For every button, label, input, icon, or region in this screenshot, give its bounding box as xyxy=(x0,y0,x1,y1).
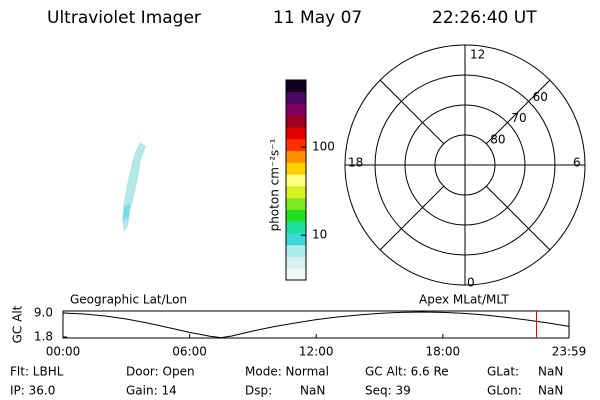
colorbar-band xyxy=(286,244,306,257)
info-field: GC Alt: 6.6 Re xyxy=(365,365,449,379)
info-field: Gain: 14 xyxy=(126,384,177,398)
info-field: GLon: xyxy=(487,384,522,398)
polar-spoke xyxy=(379,185,445,251)
colorbar-band xyxy=(286,162,306,175)
info-field: IP: 36.0 xyxy=(10,384,55,398)
x-tick-label: 18:00 xyxy=(426,345,461,359)
date: 11 May 07 xyxy=(273,8,362,28)
y-axis-label: GC Alt xyxy=(11,305,25,343)
y-tick-label: 1.8 xyxy=(34,330,53,344)
time: 22:26:40 UT xyxy=(432,8,537,28)
polar-ring-label: 80 xyxy=(490,132,505,146)
polar-spoke xyxy=(379,79,445,145)
info-field: Door: Open xyxy=(126,365,195,379)
colorbar-band xyxy=(286,185,306,199)
polar-spoke xyxy=(485,185,551,251)
altitude-line xyxy=(62,311,570,339)
info-field: Seq: 39 xyxy=(365,384,411,398)
info-field: Mode: Normal xyxy=(245,365,329,379)
mlt-label: 18 xyxy=(348,156,363,170)
polar-spoke xyxy=(485,79,551,145)
colorbar-frame xyxy=(285,79,307,281)
colorbar-band xyxy=(286,150,306,163)
colorbar-band xyxy=(286,221,306,234)
colorbar-band xyxy=(286,174,306,187)
colorbar-band xyxy=(286,138,306,152)
y-tick-label: 9.0 xyxy=(34,306,53,320)
info-field: NaN xyxy=(538,365,563,379)
colorbar-band xyxy=(286,80,306,93)
colorbar-band xyxy=(286,256,306,269)
mlt-label: 0 xyxy=(467,276,475,290)
plot-left-label: Geographic Lat/Lon xyxy=(70,293,187,307)
colorbar-band xyxy=(286,115,306,128)
aurora-core xyxy=(123,204,130,220)
x-tick-label: 12:00 xyxy=(299,345,334,359)
colorbar-band xyxy=(286,209,306,222)
colorbar-band xyxy=(286,197,306,210)
colorbar-tick-label: 10 xyxy=(312,228,327,242)
aurora-image xyxy=(122,142,146,232)
polar-ring-label: 70 xyxy=(511,111,526,125)
info-field: NaN xyxy=(300,384,325,398)
title: Ultraviolet Imager xyxy=(47,8,201,28)
info-field: GLat: xyxy=(487,365,519,379)
colorbar-band xyxy=(286,127,306,140)
mlt-label: 12 xyxy=(470,48,485,62)
info-field: Dsp: xyxy=(245,384,272,398)
plot-right-label: Apex MLat/MLT xyxy=(419,293,509,307)
x-tick-label: 23:59 xyxy=(552,345,587,359)
info-field: NaN xyxy=(538,384,563,398)
colorbar-tick-label: 100 xyxy=(312,140,335,154)
colorbar-band xyxy=(286,103,306,116)
colorbar-band xyxy=(286,268,306,281)
info-field: Flt: LBHL xyxy=(10,365,64,379)
colorbar-band xyxy=(286,91,306,105)
polar-ring-label: 60 xyxy=(533,90,548,104)
x-tick-label: 00:00 xyxy=(46,345,81,359)
colorbar-band xyxy=(286,232,306,246)
x-tick-label: 06:00 xyxy=(172,345,207,359)
colorbar-label: photon cm⁻²s⁻¹ xyxy=(268,138,282,231)
mlt-label: 6 xyxy=(573,156,581,170)
